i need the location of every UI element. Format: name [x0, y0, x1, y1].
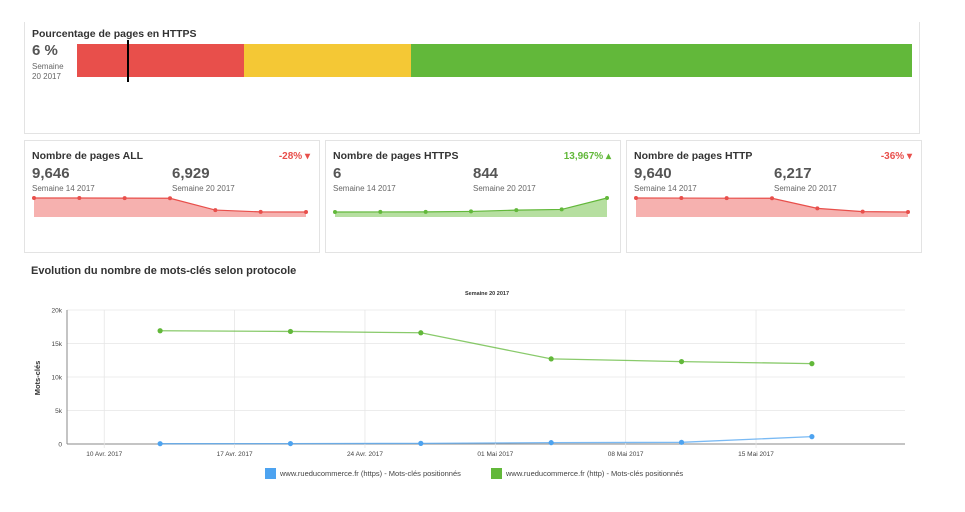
y-tick-label: 20k — [52, 308, 63, 315]
series-line — [160, 330, 812, 365]
sparkline-point — [679, 196, 684, 201]
x-tick-label: 24 Avr. 2017 — [347, 451, 383, 458]
kpi-sparkline — [32, 196, 308, 217]
series-point[interactable] — [157, 441, 163, 447]
kpi-card-all: Nombre de pages ALL -28% ▾ 9,646 Semaine… — [24, 140, 320, 253]
kpi-value-end: 6,217 — [774, 165, 812, 182]
sparkline-point — [304, 210, 308, 214]
sparkline-point — [906, 210, 910, 214]
kpi-label-end: Semaine 20 2017 — [473, 184, 536, 193]
chart-y-axis-label: Mots-clés — [33, 361, 42, 396]
series-point[interactable] — [418, 330, 424, 336]
sparkline-area — [335, 198, 607, 217]
legend-item-https[interactable]: www.rueducommerce.fr (https) - Mots-clés… — [265, 468, 461, 479]
sparkline-point — [634, 196, 638, 200]
x-tick-label: 17 Avr. 2017 — [217, 451, 253, 458]
sparkline-point — [77, 196, 82, 201]
legend-item-http[interactable]: www.rueducommerce.fr (http) - Mots-clés … — [491, 468, 683, 479]
https-percentage-panel: Pourcentage de pages en HTTPS 6 % Semain… — [24, 22, 920, 134]
sparkline-point — [258, 209, 263, 214]
chart-title: Semaine 20 2017 — [465, 291, 509, 297]
kpi-value-start: 6 — [333, 165, 342, 182]
legend-swatch-https — [265, 468, 276, 479]
y-tick-label: 5k — [55, 408, 63, 415]
x-tick-label: 10 Avr. 2017 — [86, 451, 122, 458]
https-week-label-line2: 20 2017 — [32, 72, 61, 81]
sparkline-point — [213, 208, 218, 213]
y-tick-label: 15k — [52, 341, 63, 348]
gauge-segment-green — [411, 44, 912, 77]
kpi-label-start: Semaine 14 2017 — [32, 184, 95, 193]
kpi-card-https: Nombre de pages HTTPS 13,967% ▴ 6 Semain… — [325, 140, 621, 253]
kpi-value-end: 844 — [473, 165, 499, 182]
sparkline-point — [514, 208, 519, 213]
https-percentage-value: 6 % — [32, 42, 58, 59]
legend-label-http: www.rueducommerce.fr (http) - Mots-clés … — [506, 469, 684, 478]
kpi-label-start: Semaine 14 2017 — [634, 184, 697, 193]
https-percentage-title: Pourcentage de pages en HTTPS — [32, 28, 197, 40]
kpi-label-end: Semaine 20 2017 — [774, 184, 837, 193]
y-tick-label: 10k — [52, 375, 63, 382]
legend-label-https: www.rueducommerce.fr (https) - Mots-clés… — [280, 469, 461, 478]
x-tick-label: 08 Mai 2017 — [608, 451, 644, 458]
y-tick-label: 0 — [58, 442, 62, 449]
series-point[interactable] — [678, 439, 685, 445]
sparkline-point — [559, 207, 564, 212]
kpi-title: Nombre de pages HTTPS — [333, 150, 459, 162]
series-point[interactable] — [678, 358, 685, 365]
kpi-delta: -36% ▾ — [880, 151, 912, 162]
kpi-label-start: Semaine 14 2017 — [333, 184, 396, 193]
sparkline-point — [168, 196, 172, 201]
kpi-sparkline — [634, 196, 910, 217]
kpi-title: Nombre de pages HTTP — [634, 150, 753, 162]
sparkline-point — [860, 209, 865, 214]
sparkline-point — [423, 209, 428, 214]
series-point[interactable] — [157, 328, 163, 334]
gauge-marker — [127, 40, 130, 82]
sparkline-area — [34, 198, 306, 217]
kpi-sparkline — [333, 196, 609, 217]
kpi-delta: 13,967% ▴ — [563, 151, 611, 162]
sparkline-point — [469, 209, 473, 214]
sparkline-point — [815, 206, 820, 211]
series-point[interactable] — [548, 440, 554, 446]
series-point[interactable] — [287, 328, 294, 335]
series-point[interactable] — [418, 440, 424, 446]
kpi-label-end: Semaine 20 2017 — [172, 184, 235, 193]
series-point[interactable] — [548, 356, 554, 362]
https-week-label-line1: Semaine — [32, 62, 64, 71]
gauge-segment-red — [77, 44, 244, 77]
sparkline-point — [605, 196, 609, 200]
keywords-section-title: Evolution du nombre de mots-clés selon p… — [31, 265, 297, 277]
series-point[interactable] — [809, 361, 815, 367]
sparkline-point — [122, 196, 127, 201]
series-point[interactable] — [287, 440, 294, 447]
kpi-value-start: 9,640 — [634, 165, 672, 182]
sparkline-point — [724, 196, 729, 201]
x-tick-label: 15 Mai 2017 — [738, 451, 774, 458]
kpi-value-end: 6,929 — [172, 165, 210, 182]
legend-swatch-http — [491, 468, 502, 479]
sparkline-point — [32, 196, 36, 200]
sparkline-point — [333, 210, 337, 214]
sparkline-point — [378, 209, 383, 214]
kpi-card-http: Nombre de pages HTTP -36% ▾ 9,640 Semain… — [626, 140, 922, 253]
kpi-title: Nombre de pages ALL — [32, 150, 144, 162]
series-point[interactable] — [809, 434, 815, 440]
sparkline-area — [636, 198, 908, 217]
kpi-delta: -28% ▾ — [278, 151, 310, 162]
gauge-segment-yellow — [244, 44, 411, 77]
kpi-value-start: 9,646 — [32, 165, 70, 182]
keywords-line-chart: Semaine 20 2017 Mots-clés 0 5k 10k 15k 20k 10… — [33, 291, 905, 458]
series-line — [160, 435, 812, 445]
x-tick-label: 01 Mai 2017 — [477, 451, 513, 458]
sparkline-point — [770, 196, 774, 201]
